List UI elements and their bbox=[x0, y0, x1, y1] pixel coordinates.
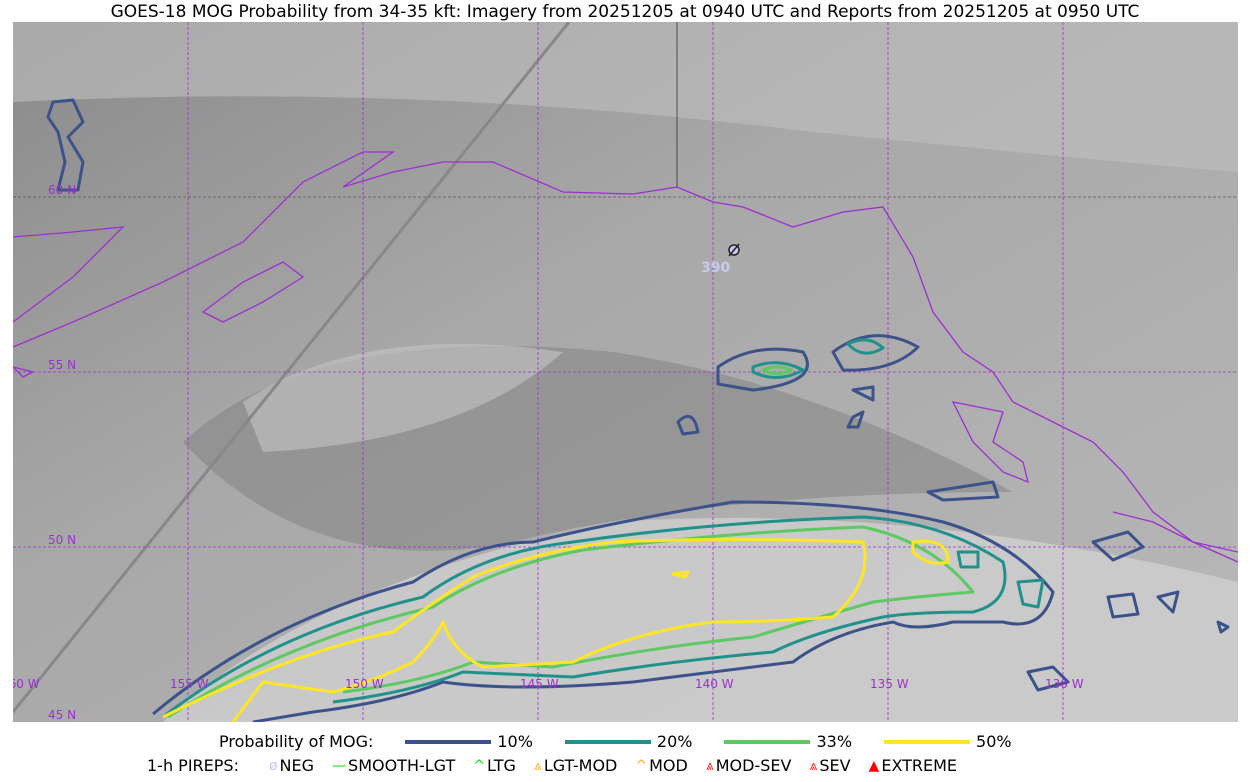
legend-label: EXTREME bbox=[881, 756, 958, 775]
coastlines bbox=[13, 151, 1238, 563]
lon-label: 155 W bbox=[170, 677, 209, 691]
lat-label: 55 N bbox=[48, 358, 76, 372]
neg-icon: ø bbox=[268, 757, 278, 774]
lon-labels: 160 W 155 W 150 W 145 W 140 W 135 W 130 … bbox=[13, 677, 1084, 691]
probability-legend: Probability of MOG: 10% 20% 33% 50% bbox=[219, 732, 1012, 751]
mod-sev-icon: ⩓ bbox=[705, 757, 714, 774]
lon-label: 160 W bbox=[13, 677, 40, 691]
legend-label: MOD-SEV bbox=[715, 756, 792, 775]
legend-label: SMOOTH-LGT bbox=[348, 756, 456, 775]
legend-label: SEV bbox=[819, 756, 851, 775]
lon-label: 150 W bbox=[345, 677, 384, 691]
lon-label: 135 W bbox=[870, 677, 909, 691]
lat-label: 45 N bbox=[48, 708, 76, 722]
extreme-icon: ▲ bbox=[868, 757, 880, 774]
probability-legend-title: Probability of MOG: bbox=[219, 732, 374, 751]
legend-label: MOD bbox=[649, 756, 688, 775]
scan-boundary-line bbox=[13, 22, 571, 713]
pirep-neg-marker[interactable]: 390 bbox=[701, 243, 740, 276]
satellite-map[interactable]: 390 160 W 155 W 150 W 145 W 140 W 135 W … bbox=[13, 22, 1238, 722]
legend-label: 10% bbox=[497, 732, 533, 751]
mog-contours bbox=[46, 98, 1230, 722]
cloud-band-north bbox=[13, 22, 1238, 172]
mod-icon: ^ bbox=[635, 757, 648, 774]
slash bbox=[728, 243, 740, 257]
legend-label: LGT-MOD bbox=[543, 756, 618, 775]
lon-label: 130 W bbox=[1045, 677, 1084, 691]
swatch-33 bbox=[724, 739, 811, 744]
legend-label: 33% bbox=[816, 732, 853, 751]
lon-label: 145 W bbox=[520, 677, 559, 691]
pirep-altitude: 390 bbox=[701, 260, 730, 276]
lon-label: 140 W bbox=[695, 677, 734, 691]
cloud-band-south bbox=[163, 518, 1238, 722]
lat-labels: 60 N 55 N 50 N 45 N bbox=[48, 183, 76, 722]
pirep-legend: 1-h PIREPS: ø NEG — SMOOTH-LGT ^ LTG ⩓ LGT-M… bbox=[147, 756, 957, 775]
sev-icon: ⩓ bbox=[809, 757, 818, 774]
map-title: GOES-18 MOG Probability from 34-35 kft: … bbox=[110, 2, 1140, 22]
ltg-icon: ^ bbox=[473, 757, 486, 774]
legend-label: NEG bbox=[279, 756, 315, 775]
legend-label: 50% bbox=[976, 732, 1012, 751]
swatch-10 bbox=[405, 739, 492, 744]
swatch-50 bbox=[884, 739, 971, 744]
lat-label: 50 N bbox=[48, 533, 76, 547]
lgt-mod-icon: ⩓ bbox=[533, 757, 542, 774]
lat-label: 60 N bbox=[48, 183, 76, 197]
cloud-patch bbox=[243, 343, 563, 452]
legend-label: 20% bbox=[656, 732, 693, 751]
legend-label: LTG bbox=[487, 756, 516, 775]
gridlines bbox=[13, 22, 1238, 722]
swatch-20 bbox=[564, 739, 651, 744]
smooth-lgt-icon: — bbox=[332, 757, 347, 774]
pirep-legend-title: 1-h PIREPS: bbox=[147, 756, 239, 775]
